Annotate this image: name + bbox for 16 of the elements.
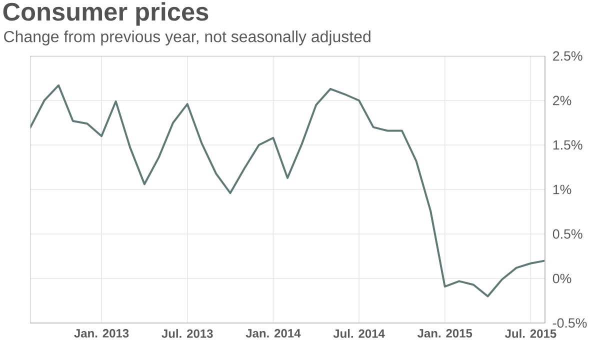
x-tick-label: Jan. 2013	[74, 329, 129, 338]
y-tick-label: 0.5%	[552, 229, 582, 239]
y-tick-label: 2.5%	[553, 51, 582, 61]
y-tick-label: 0%	[552, 274, 572, 284]
y-tick-label: 2%	[553, 96, 572, 106]
y-tick-label: -0.5%	[552, 318, 587, 328]
x-tick-label: Jan. 2014	[246, 329, 301, 338]
y-tick-label: 1%	[553, 184, 572, 194]
x-tick-label: Jul. 2013	[162, 329, 213, 338]
x-tick-label: Jan. 2015	[417, 329, 472, 338]
x-tick-label: Jul. 2015	[504, 329, 556, 338]
line-series	[30, 84, 546, 298]
chart-title: Consumer prices	[3, 2, 208, 26]
y-tick-label: 1.5%	[553, 140, 582, 150]
x-tick-label: Jul. 2014	[333, 329, 385, 338]
chart-subtitle: Change from previous year, not seasonally adjusted	[4, 30, 370, 46]
